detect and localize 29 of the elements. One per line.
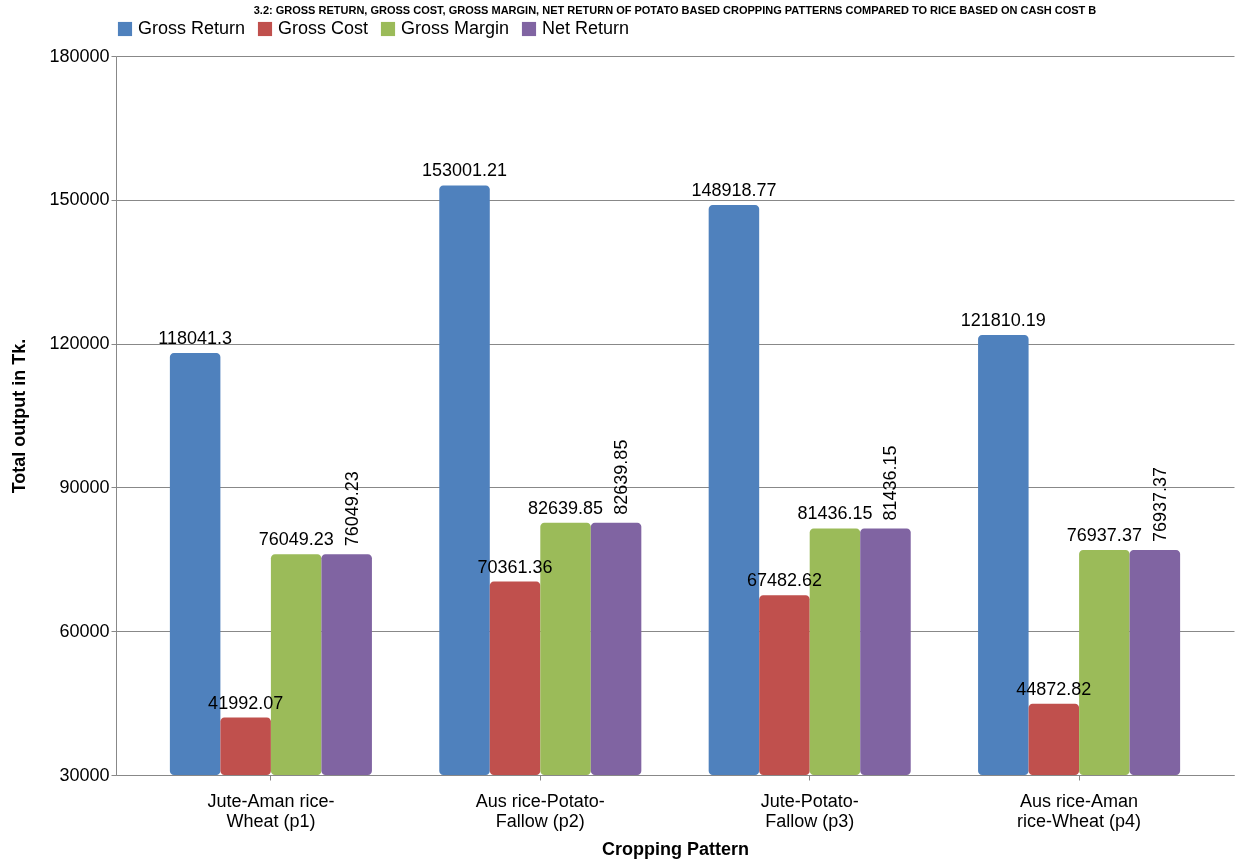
data-label: 81436.15 [797, 503, 873, 524]
data-label: 118041.3 [158, 327, 233, 348]
x-axis-title: Cropping Pattern [602, 838, 749, 859]
y-tick-label: 30000 [59, 764, 110, 785]
data-label: 76049.23 [341, 471, 362, 547]
data-label: 153001.21 [421, 160, 508, 181]
data-label: 76937.37 [1066, 525, 1142, 546]
data-label: 81436.15 [880, 445, 901, 521]
y-tick-label: 150000 [49, 189, 110, 210]
data-label: 76049.23 [258, 529, 334, 550]
chart-title: 3.2: GROSS RETURN, GROSS COST, GROSS MARGIN, NET RETURN OF POTATO BASED CROPPING PATTERNS COMPARED TO RICE BASED ON CASH COST B [253, 4, 1097, 16]
y-tick-label: 180000 [49, 45, 110, 66]
data-label: 82639.85 [611, 439, 632, 515]
legend-label: Gross Return [138, 18, 246, 38]
data-label: 121810.19 [960, 309, 1046, 330]
x-tick-label: Aus rice-Potato-Fallow (p2) [475, 790, 605, 831]
y-tick-label: 60000 [59, 620, 110, 641]
legend-label: Gross Cost [278, 18, 369, 38]
y-tick-label: 120000 [49, 333, 110, 354]
data-label: 148918.77 [691, 179, 777, 200]
data-label: 76937.37 [1149, 466, 1170, 543]
y-tick-label: 90000 [59, 476, 110, 497]
legend-label: Gross Margin [401, 18, 510, 38]
x-tick-label: Jute-Potato-Fallow (p3) [760, 790, 859, 831]
legend-label: Net Return [542, 18, 630, 38]
x-tick-label: Aus rice-Aman rice-Wheat (p4) [1017, 790, 1142, 831]
x-tick-label: Jute-Aman rice-Wheat (p1) [207, 790, 335, 831]
y-axis-title: Total output in Tk. [9, 338, 30, 494]
data-label: 82639.85 [528, 497, 604, 518]
